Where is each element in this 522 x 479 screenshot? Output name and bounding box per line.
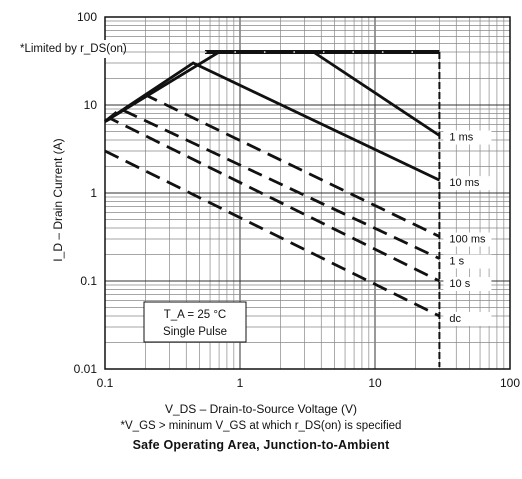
limit-lines [204,50,441,367]
conditions-box: T_A = 25 °C Single Pulse [143,301,247,343]
x-tick-label: 0.1 [97,376,114,390]
x-tick-label: 10 [368,376,382,390]
series-dc-line [104,149,441,318]
curve-label-1-ms: 1 ms [449,132,473,144]
limit-annotation-text: *Limited by r_DS(on) [20,43,127,55]
curve-label-1-s: 1 s [449,256,464,268]
condition-pulse: Single Pulse [163,326,227,338]
chart-title: Safe Operating Area, Junction-to-Ambient [132,438,390,452]
x-axis-title: V_DS – Drain-to-Source Voltage (V) [164,402,358,416]
series-1-ms-line [104,50,441,137]
curve-label-10-s: 10 s [449,278,470,290]
series-10-ms-line [104,61,441,182]
curve-label-bg [443,312,492,327]
x-tick-label: 100 [500,376,520,390]
curve-label-bg [443,232,492,247]
y-tick-label: 10 [84,98,98,112]
y-tick-label: 0.01 [74,362,98,376]
chart-footnote: *V_GS > mininum V_GS at which r_DS(on) i… [120,420,402,432]
curve-label-100-ms: 100 ms [449,234,486,246]
plot-frame [104,16,511,370]
limit-annotation: *Limited by r_DS(on) [18,40,127,58]
series-group [104,50,441,318]
series-10-s-line [104,117,441,283]
y-tick-label: 100 [77,10,97,24]
y-tick-label: 1 [90,186,97,200]
curve-label-dc: dc [449,313,461,325]
y-tick-label: 0.1 [80,274,97,288]
curve-label-10-ms: 10 ms [449,177,479,189]
condition-temperature: T_A = 25 °C [164,309,226,321]
curve-label-bg [443,176,492,191]
y-axis-title: I_D – Drain Current (A) [51,138,65,261]
curve-label-bg [443,130,492,145]
series-100-ms-line [104,93,441,238]
curve-label-bg [443,254,492,269]
x-tick-label: 1 [237,376,244,390]
curve-label-bg [443,277,492,291]
curve-labels: 1 ms 10 ms 100 ms 1 s 10 s dc [443,130,492,327]
